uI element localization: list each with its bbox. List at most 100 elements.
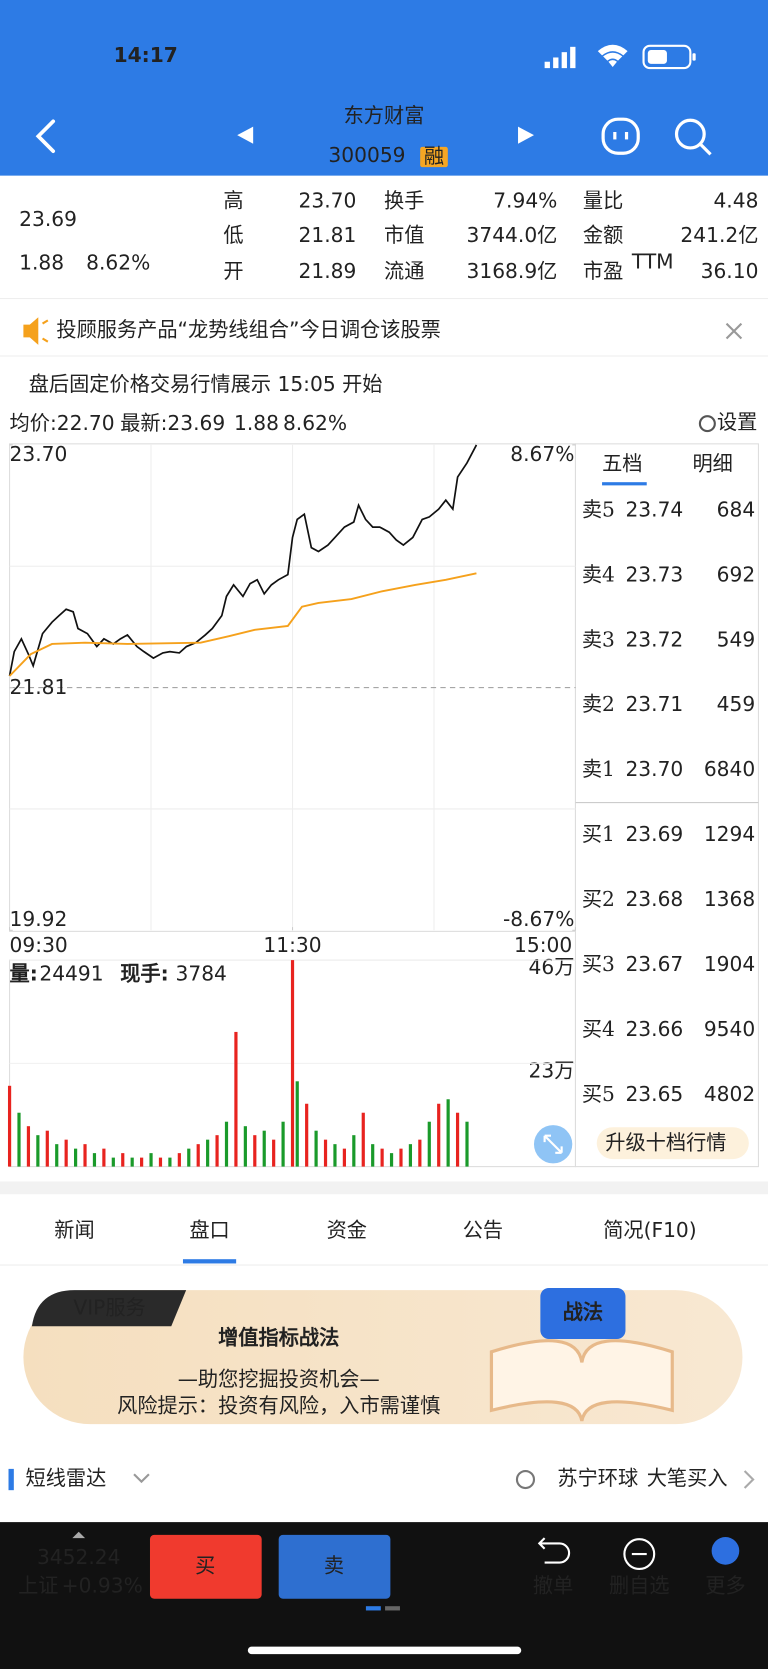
stock-name: 东方财富 xyxy=(344,104,425,128)
volume-bar xyxy=(121,1153,125,1167)
level-volume: 459 xyxy=(717,692,756,716)
volume-bar xyxy=(262,1130,266,1167)
buy-button[interactable] xyxy=(149,1534,262,1599)
volume-bar xyxy=(290,960,295,1167)
action-label: 撤单 xyxy=(533,1574,573,1598)
stock-code: 300059 xyxy=(328,143,405,167)
badge: 融 xyxy=(424,144,444,168)
volume-bar xyxy=(342,1148,346,1167)
volume-bar xyxy=(130,1157,134,1167)
close-notice[interactable] xyxy=(725,322,743,340)
volume-bar xyxy=(140,1157,144,1167)
speaker-icon xyxy=(23,317,39,345)
y-tick-label: 19.92 xyxy=(10,907,68,931)
banner-title: 增值指标战法 xyxy=(218,1326,339,1350)
radar-settings[interactable] xyxy=(515,1469,536,1490)
level: 卖4 xyxy=(582,562,615,586)
volume-bar xyxy=(26,1126,31,1167)
upgrade-label: 升级十档行情 xyxy=(605,1131,726,1155)
volume-bar xyxy=(102,1148,106,1167)
y-tick-label: 21.81 xyxy=(10,675,68,699)
volume-bar xyxy=(361,1112,365,1167)
level-price: 23.70 xyxy=(625,757,683,781)
action-label: 删自选 xyxy=(609,1574,670,1598)
stat-label: 市值 xyxy=(384,223,424,247)
volume-bar xyxy=(389,1153,394,1167)
stat-label: 市盈 xyxy=(583,259,623,283)
tab-underline xyxy=(182,1259,237,1264)
stat-value: 21.81 xyxy=(299,223,357,247)
level-volume: 1904 xyxy=(704,952,755,976)
more-icon[interactable] xyxy=(711,1537,740,1565)
volume-bar xyxy=(243,1126,247,1167)
index-value: 3452.24 xyxy=(37,1545,121,1569)
volume-bar xyxy=(187,1148,191,1167)
header-bg xyxy=(0,0,768,176)
level-price: 23.67 xyxy=(625,952,683,976)
volume-bar xyxy=(418,1139,422,1167)
level-price: 23.66 xyxy=(625,1017,683,1041)
stat-value: 4.48 xyxy=(713,189,758,213)
latest-pct: 8.62% xyxy=(283,411,347,435)
volume-bar xyxy=(215,1135,219,1167)
volume-bar xyxy=(427,1121,431,1167)
price-line xyxy=(8,444,478,677)
hand-label: 现手: xyxy=(120,961,168,985)
sell-button[interactable] xyxy=(278,1534,391,1599)
hand-value: 3784 xyxy=(176,961,227,985)
stat-value: 3168.9亿 xyxy=(467,259,558,283)
volume-bar xyxy=(17,1112,21,1167)
volume-bar xyxy=(206,1139,210,1167)
home-indicator xyxy=(247,1646,522,1655)
orderbook-frame xyxy=(574,443,759,1168)
tab: 简况(F10) xyxy=(603,1218,696,1242)
tab-detail: 明细 xyxy=(692,452,732,476)
action-label: 更多 xyxy=(705,1574,745,1598)
next-stock[interactable] xyxy=(518,126,534,144)
service-button[interactable] xyxy=(601,117,640,155)
settings-icon[interactable] xyxy=(698,415,716,433)
level-volume: 4802 xyxy=(704,1082,755,1106)
price: 23.69 xyxy=(19,207,77,231)
x-tick-label: 15:00 xyxy=(514,933,572,957)
volume-bar xyxy=(323,1139,328,1167)
volume-bar xyxy=(399,1148,403,1167)
notice-text: 投顾服务产品“龙势线组合”今日调仓该股票 xyxy=(56,318,440,342)
x-tick-label: 09:30 xyxy=(10,933,68,957)
volume-bar xyxy=(465,1121,469,1167)
y-tick-label: 23万 xyxy=(528,1058,574,1082)
index-change: +0.93% xyxy=(62,1574,143,1598)
volume-bar xyxy=(196,1144,200,1167)
banner-badge: 战法 xyxy=(563,1300,603,1324)
volume-bar xyxy=(295,1081,299,1167)
level: 卖3 xyxy=(582,627,615,651)
remove-icon[interactable] xyxy=(623,1538,656,1571)
stat-label: 开 xyxy=(223,259,243,283)
back-button[interactable] xyxy=(35,119,56,154)
latest-change: 1.88 xyxy=(234,411,279,435)
search-button[interactable] xyxy=(674,118,712,156)
divider xyxy=(0,1264,768,1266)
cancel-icon[interactable] xyxy=(537,1537,571,1564)
volume-bar xyxy=(234,1031,238,1167)
volume-bar xyxy=(455,1112,460,1167)
badge-bg xyxy=(540,1287,626,1340)
radar-event: 大笔买入 xyxy=(647,1466,728,1490)
stat-value: 21.89 xyxy=(299,259,357,283)
stat-label: 量比 xyxy=(583,189,623,213)
upgrade-button[interactable] xyxy=(596,1127,749,1160)
level: 买4 xyxy=(582,1017,615,1041)
level-volume: 1368 xyxy=(704,887,755,911)
radar-stock: 苏宁环球 xyxy=(557,1466,638,1490)
avg-price: 均价:22.70 xyxy=(10,411,115,435)
level: 卖5 xyxy=(582,497,615,521)
prev-stock[interactable] xyxy=(237,126,254,144)
banner-subtitle: —助您挖掘投资机会— xyxy=(178,1367,380,1391)
volume-bar xyxy=(149,1153,153,1167)
index-name: 上证 xyxy=(18,1574,58,1598)
volume-bar xyxy=(36,1135,40,1167)
volume-bar xyxy=(380,1148,384,1167)
dropdown[interactable] xyxy=(133,1473,150,1484)
volume-label: 量: xyxy=(10,961,38,985)
